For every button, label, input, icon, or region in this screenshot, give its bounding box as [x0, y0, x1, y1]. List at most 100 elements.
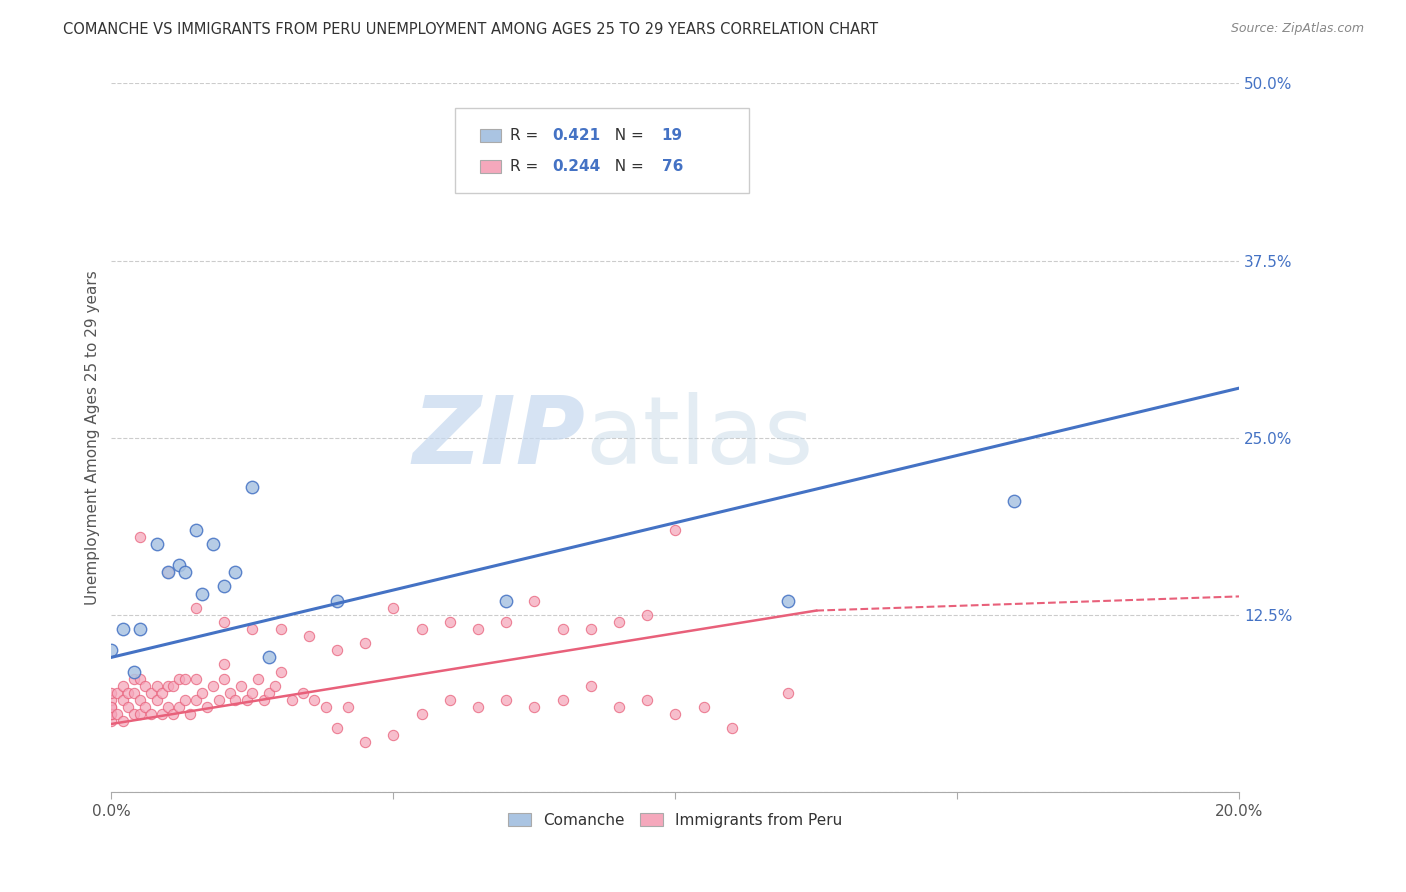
Point	[167, 672, 190, 686]
Point	[207, 693, 229, 707]
Point	[134, 700, 156, 714]
Point	[467, 700, 489, 714]
Point	[145, 537, 167, 551]
Point	[636, 607, 658, 622]
Point	[150, 686, 173, 700]
Text: atlas: atlas	[585, 392, 813, 483]
Point	[495, 693, 517, 707]
Point	[607, 615, 630, 629]
Point	[190, 586, 212, 600]
Text: N =: N =	[606, 128, 650, 143]
Point	[145, 693, 167, 707]
Point	[778, 593, 800, 607]
Point	[184, 672, 207, 686]
Text: R =: R =	[509, 128, 543, 143]
Point	[247, 672, 270, 686]
Point	[173, 566, 195, 580]
Point	[111, 693, 134, 707]
Point	[105, 706, 128, 721]
Point	[298, 629, 321, 643]
Point	[100, 706, 122, 721]
Point	[100, 700, 122, 714]
Point	[145, 679, 167, 693]
Point	[139, 706, 162, 721]
Point	[162, 706, 184, 721]
Point	[1002, 494, 1025, 508]
Text: ZIP: ZIP	[412, 392, 585, 483]
Point	[100, 693, 122, 707]
Point	[150, 706, 173, 721]
Point	[778, 686, 800, 700]
Point	[326, 721, 349, 735]
Point	[201, 537, 224, 551]
Point	[179, 706, 201, 721]
Text: 19: 19	[662, 128, 683, 143]
Point	[173, 672, 195, 686]
Point	[128, 530, 150, 544]
Point	[326, 593, 349, 607]
Point	[111, 714, 134, 728]
Point	[720, 721, 742, 735]
Text: 0.244: 0.244	[553, 159, 600, 174]
Point	[315, 700, 337, 714]
Point	[190, 686, 212, 700]
Point	[242, 686, 264, 700]
Point	[664, 523, 686, 537]
Point	[212, 579, 235, 593]
Point	[304, 693, 326, 707]
Point	[100, 706, 122, 721]
Point	[523, 700, 546, 714]
Point	[523, 593, 546, 607]
Point	[100, 643, 122, 657]
Point	[292, 686, 315, 700]
Text: N =: N =	[606, 159, 650, 174]
Point	[551, 693, 574, 707]
Point	[270, 665, 292, 679]
Point	[382, 728, 405, 742]
Point	[259, 650, 281, 665]
Point	[122, 706, 145, 721]
Point	[235, 693, 257, 707]
Legend: Comanche, Immigrants from Peru: Comanche, Immigrants from Peru	[502, 806, 849, 834]
FancyBboxPatch shape	[481, 128, 501, 142]
Point	[218, 686, 240, 700]
Point	[117, 686, 139, 700]
Point	[111, 679, 134, 693]
Point	[439, 615, 461, 629]
Point	[224, 693, 246, 707]
Point	[139, 686, 162, 700]
Point	[117, 700, 139, 714]
Point	[242, 480, 264, 494]
Point	[664, 706, 686, 721]
Point	[100, 686, 122, 700]
Point	[167, 558, 190, 573]
Text: Source: ZipAtlas.com: Source: ZipAtlas.com	[1230, 22, 1364, 36]
Point	[156, 700, 179, 714]
Text: 0.421: 0.421	[553, 128, 600, 143]
Point	[607, 700, 630, 714]
Text: 76: 76	[662, 159, 683, 174]
Point	[439, 693, 461, 707]
Point	[281, 693, 304, 707]
Point	[105, 686, 128, 700]
Point	[411, 706, 433, 721]
Point	[184, 693, 207, 707]
Point	[201, 679, 224, 693]
Point	[326, 643, 349, 657]
Point	[354, 735, 377, 749]
Point	[122, 686, 145, 700]
Point	[212, 657, 235, 672]
Point	[229, 679, 252, 693]
Point	[184, 523, 207, 537]
Point	[156, 566, 179, 580]
Point	[495, 593, 517, 607]
Point	[495, 615, 517, 629]
Point	[411, 622, 433, 636]
Point	[264, 679, 287, 693]
Point	[128, 693, 150, 707]
Point	[184, 600, 207, 615]
Point	[100, 700, 122, 714]
Point	[259, 686, 281, 700]
Point	[337, 700, 360, 714]
Point	[467, 622, 489, 636]
